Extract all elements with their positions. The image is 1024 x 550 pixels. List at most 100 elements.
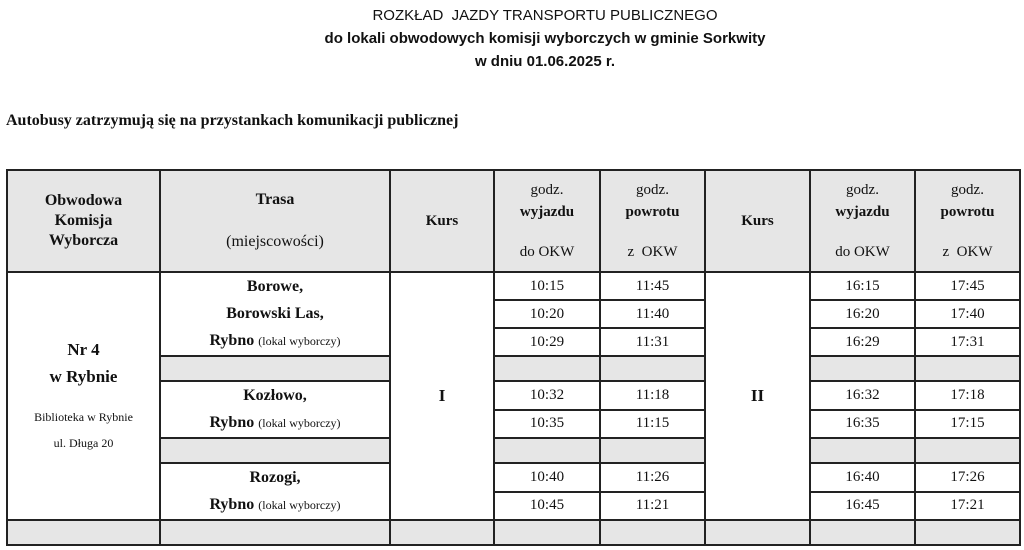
document-title: ROZKŁAD JAZDY TRANSPORTU PUBLICZNEGO do … xyxy=(0,4,1024,73)
header-wyjazdu: wyjazdu xyxy=(835,204,890,220)
empty-cell xyxy=(159,519,391,546)
empty-cell xyxy=(599,355,706,382)
table-row: 10:20 11:40 16:20 17:40 xyxy=(7,299,1021,329)
empty-cell xyxy=(6,519,161,546)
header-powrotu: powrotu xyxy=(625,204,680,220)
departure-time-1: 10:29 xyxy=(493,327,601,357)
header-return-2: godz. powrotu z OKW xyxy=(914,169,1021,273)
departure-time-1: 10:20 xyxy=(493,299,601,329)
route-stop: Borowe, xyxy=(246,278,304,295)
header-godz: godz. xyxy=(846,182,879,198)
departure-time-1: 10:35 xyxy=(493,408,601,439)
title-line-2: do lokali obwodowych komisji wyborczych … xyxy=(324,30,766,47)
header-godz: godz. xyxy=(636,182,669,198)
route-stop: Rozogi, xyxy=(249,469,301,486)
title-line-3: w dniu 01.06.2025 r. xyxy=(474,53,616,70)
departure-time-2: 16:15 xyxy=(809,271,916,301)
empty-cell xyxy=(809,519,916,546)
kurs-2-cell: II xyxy=(704,271,811,521)
header-okw-line: Wyborcza xyxy=(48,232,119,249)
header-z-okw: z OKW xyxy=(942,244,993,260)
empty-cell xyxy=(493,519,601,546)
departure-time-2: 16:32 xyxy=(809,380,916,411)
departure-time-1: 10:45 xyxy=(493,490,601,521)
schedule-table: Obwodowa Komisja Wyborcza Trasa (miejsco… xyxy=(6,169,1021,546)
return-time-1: 11:31 xyxy=(599,327,706,357)
header-trasa: Trasa (miejscowości) xyxy=(159,169,391,273)
return-time-2: 17:26 xyxy=(914,462,1021,493)
return-time-2: 17:45 xyxy=(914,271,1021,301)
return-time-1: 11:15 xyxy=(599,408,706,439)
header-do-okw: do OKW xyxy=(519,244,575,260)
header-do-okw: do OKW xyxy=(835,244,890,260)
header-wyjazdu: wyjazdu xyxy=(519,204,575,220)
empty-cell xyxy=(809,355,916,382)
empty-cell xyxy=(914,437,1021,464)
return-time-1: 11:40 xyxy=(599,299,706,329)
empty-cell xyxy=(599,437,706,464)
table-row: 10:35 11:15 16:35 17:15 xyxy=(7,408,1021,439)
header-kurs-2: Kurs xyxy=(704,169,811,273)
route-stop: Borowski Las, xyxy=(226,305,324,322)
return-time-2: 17:15 xyxy=(914,408,1021,439)
route-stop: Rybno (lokal wyborczy) xyxy=(209,414,341,431)
header-godz: godz. xyxy=(951,182,984,198)
route-cell: Rozogi, Rybno (lokal wyborczy) xyxy=(159,462,391,521)
empty-cell xyxy=(914,355,1021,382)
departure-time-2: 16:40 xyxy=(809,462,916,493)
empty-cell xyxy=(493,437,601,464)
return-time-2: 17:18 xyxy=(914,380,1021,411)
header-departure-1: godz. wyjazdu do OKW xyxy=(493,169,601,273)
departure-time-1: 10:40 xyxy=(493,462,601,493)
departure-time-1: 10:15 xyxy=(493,271,601,301)
empty-cell xyxy=(159,437,391,464)
separator-row xyxy=(7,437,1021,464)
empty-cell xyxy=(914,519,1021,546)
okw-number: Nr 4 xyxy=(67,340,100,359)
header-okw-line: Obwodowa xyxy=(44,192,123,209)
empty-cell xyxy=(493,355,601,382)
okw-address: ul. Długa 20 xyxy=(53,436,114,450)
separator-row xyxy=(6,519,1021,546)
route-stop: Rybno (lokal wyborczy) xyxy=(209,332,341,349)
empty-cell xyxy=(159,355,391,382)
route-stop: Rybno (lokal wyborczy) xyxy=(209,496,341,513)
departure-time-2: 16:35 xyxy=(809,408,916,439)
title-line-1: ROZKŁAD JAZDY TRANSPORTU PUBLICZNEGO xyxy=(372,7,718,24)
empty-cell xyxy=(704,519,811,546)
kurs-1-cell: I xyxy=(389,271,495,521)
table-row: 10:45 11:21 16:45 17:21 xyxy=(7,490,1021,521)
header-okw-line: Komisja xyxy=(54,212,113,229)
header-departure-2: godz. wyjazdu do OKW xyxy=(809,169,916,273)
return-time-1: 11:18 xyxy=(599,380,706,411)
header-kurs-1: Kurs xyxy=(389,169,495,273)
okw-location: w Rybnie xyxy=(49,367,118,386)
route-stop: Kozłowo, xyxy=(243,387,307,404)
header-return-1: godz. powrotu z OKW xyxy=(599,169,706,273)
departure-time-1: 10:32 xyxy=(493,380,601,411)
return-time-1: 11:21 xyxy=(599,490,706,521)
empty-cell xyxy=(599,519,706,546)
table-row: Rozogi, Rybno (lokal wyborczy) 10:40 11:26 1… xyxy=(7,462,1021,521)
empty-cell xyxy=(809,437,916,464)
departure-time-2: 16:29 xyxy=(809,327,916,357)
return-time-1: 11:26 xyxy=(599,462,706,493)
route-cell: Borowe, Borowski Las, Rybno (lokal wyborcz… xyxy=(159,271,391,357)
route-cell: Kozłowo, Rybno (lokal wyborczy) xyxy=(159,380,391,439)
okw-cell: Nr 4 w Rybnie Biblioteka w Rybnie ul. Dł… xyxy=(6,271,161,521)
header-trasa-title: Trasa xyxy=(255,191,295,208)
return-time-2: 17:31 xyxy=(914,327,1021,357)
header-godz: godz. xyxy=(530,182,564,198)
return-time-2: 17:21 xyxy=(914,490,1021,521)
header-z-okw: z OKW xyxy=(627,244,678,260)
departure-time-2: 16:45 xyxy=(809,490,916,521)
table-row: Nr 4 w Rybnie Biblioteka w Rybnie ul. Dł… xyxy=(6,271,1021,521)
subtitle: Autobusy zatrzymują się na przystankach … xyxy=(6,112,459,129)
okw-place: Biblioteka w Rybnie xyxy=(34,410,133,424)
departure-time-2: 16:20 xyxy=(809,299,916,329)
header-row: Obwodowa Komisja Wyborcza Trasa (miejsco… xyxy=(6,169,1021,273)
header-trasa-sub: (miejscowości) xyxy=(226,233,324,250)
table-row: 10:29 11:31 16:29 17:31 xyxy=(7,327,1021,357)
separator-row xyxy=(7,355,1021,382)
return-time-2: 17:40 xyxy=(914,299,1021,329)
